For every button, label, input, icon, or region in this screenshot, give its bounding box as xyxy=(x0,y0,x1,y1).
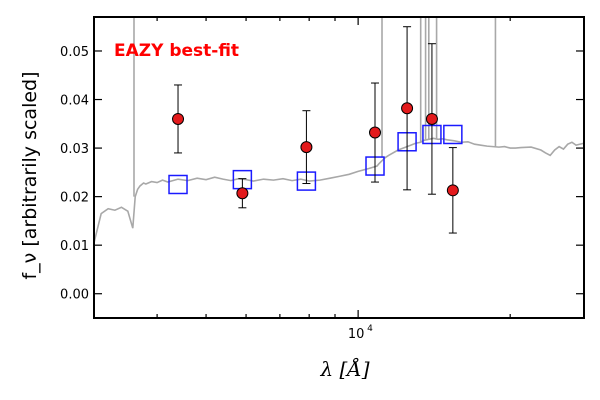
observed-point xyxy=(401,102,414,115)
observed-point xyxy=(300,141,313,154)
model-spectrum-layer xyxy=(94,17,584,243)
observed-point xyxy=(446,184,459,197)
x-axis-label: λ [Å] xyxy=(319,356,369,381)
observed-point xyxy=(369,126,382,139)
model-photometry-layer xyxy=(168,124,463,195)
x-tick-label: 10 xyxy=(348,327,365,342)
model-spectrum-line xyxy=(94,137,584,243)
observed-points-layer xyxy=(172,26,459,234)
axes-layer: 0.00 0.01 0.02 0.03 0.04 0.05 10 4 xyxy=(60,16,585,342)
x-tick-exponent: 4 xyxy=(367,324,373,334)
y-tick-label: 0.04 xyxy=(60,94,89,109)
observed-point xyxy=(425,112,438,125)
plot-frame xyxy=(93,16,585,319)
y-tick-label: 0.03 xyxy=(60,142,89,157)
y-tick-label: 0.01 xyxy=(60,239,89,254)
observed-point xyxy=(236,187,249,200)
model-photometry-point xyxy=(443,124,463,145)
y-axis-label: f_ν [arbitrarily scaled] xyxy=(19,71,41,279)
annotation-label: EAZY best-fit xyxy=(114,41,239,61)
observed-point xyxy=(172,112,185,125)
y-tick-label: 0.02 xyxy=(60,191,89,206)
y-tick-label: 0.05 xyxy=(60,45,89,60)
y-tick-label: 0.00 xyxy=(60,288,89,303)
model-photometry-point xyxy=(168,174,188,195)
